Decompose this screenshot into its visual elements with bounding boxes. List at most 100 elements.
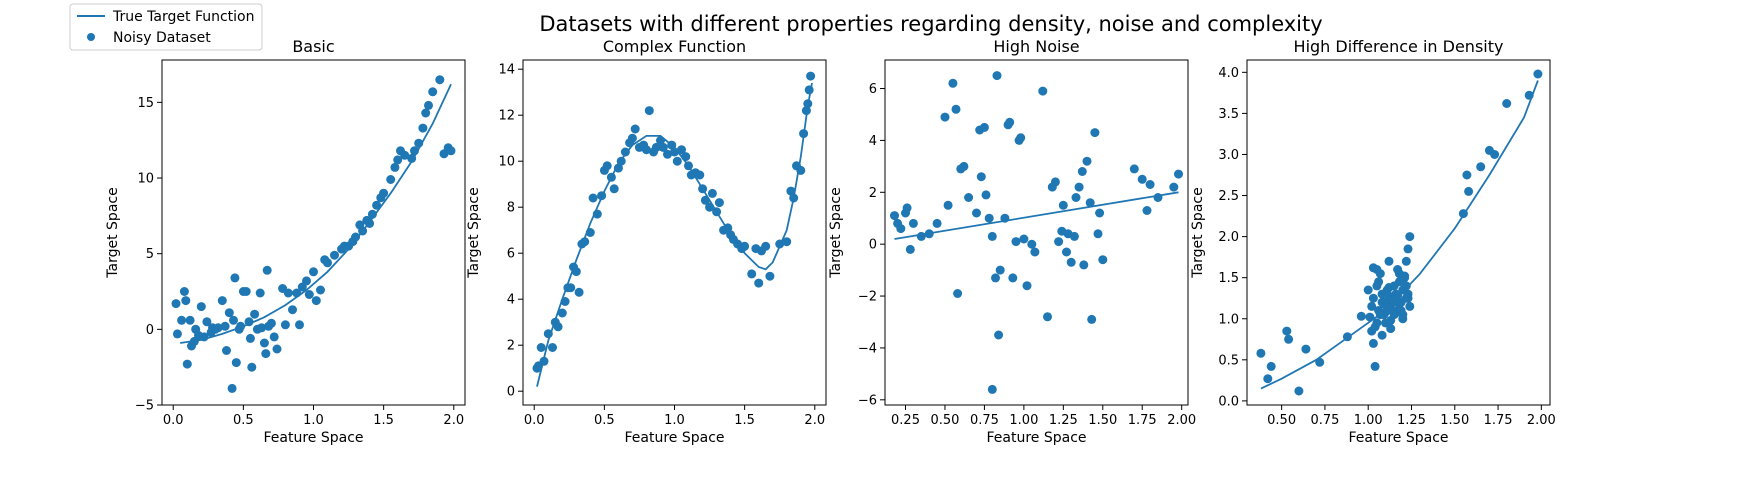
data-point (684, 161, 693, 171)
y-tick-label: 0 (146, 323, 154, 338)
data-point (236, 321, 246, 331)
x-tick-label: 1.25 (1397, 413, 1426, 428)
data-point (266, 318, 276, 328)
plot-frame (1246, 59, 1551, 406)
data-point (1401, 281, 1411, 291)
data-point (698, 184, 708, 194)
data-point (707, 188, 717, 198)
data-point (1400, 271, 1410, 281)
data-point (651, 142, 661, 152)
data-point (255, 288, 265, 298)
data-point (177, 315, 187, 325)
data-point (367, 209, 377, 219)
x-tick-label: 0.50 (930, 413, 959, 428)
y-tick-label: 2 (507, 339, 515, 354)
data-point (1490, 150, 1500, 159)
y-tick-label: −4 (858, 341, 877, 356)
data-point (1301, 344, 1311, 354)
data-point (609, 184, 619, 194)
data-point (1093, 229, 1103, 239)
data-point (1066, 257, 1076, 267)
data-point (224, 308, 234, 318)
data-point (991, 273, 1000, 283)
data-point (269, 332, 279, 342)
data-point (272, 344, 282, 354)
data-point (972, 208, 981, 218)
data-point (1263, 374, 1273, 384)
data-point (786, 186, 796, 196)
data-point (1384, 256, 1394, 266)
data-point (410, 146, 419, 156)
data-point (1087, 314, 1097, 324)
data-point (1074, 182, 1084, 192)
plot-frame (884, 59, 1189, 406)
data-point (1315, 357, 1325, 367)
data-point (1462, 170, 1472, 180)
data-point (585, 228, 595, 237)
data-point (304, 290, 314, 299)
data-point (723, 223, 733, 233)
data-point (951, 104, 961, 114)
data-point (964, 193, 974, 202)
y-tick-label: 4 (507, 293, 515, 308)
y-tick-label: −5 (135, 399, 154, 414)
data-point (421, 108, 431, 118)
data-point (566, 283, 576, 293)
x-tick-label: 1.5 (373, 413, 394, 428)
y-tick-label: −2 (858, 290, 877, 305)
data-point (330, 250, 339, 260)
data-point (789, 193, 799, 203)
x-tick-label: 0.0 (524, 413, 545, 428)
y-axis-label: Target Space (828, 187, 844, 278)
data-point (1137, 174, 1147, 184)
data-point (1403, 244, 1413, 254)
data-point (1372, 265, 1382, 274)
true-target-function-line (1260, 80, 1539, 390)
x-tick-label: 1.75 (1484, 413, 1513, 428)
data-point (172, 329, 182, 339)
x-tick-label: 0.75 (970, 413, 999, 428)
data-point (681, 152, 691, 162)
data-point (1363, 285, 1373, 295)
data-point (536, 343, 546, 352)
data-point (400, 150, 410, 160)
data-point (182, 359, 192, 369)
y-tick-label: 3.5 (1218, 107, 1239, 122)
data-point (222, 346, 231, 355)
data-point (1058, 200, 1068, 210)
data-point (1374, 277, 1384, 287)
data-point (1375, 310, 1385, 320)
data-point (1367, 301, 1377, 311)
y-axis-label: Target Space (466, 187, 482, 278)
data-point (1005, 117, 1015, 127)
data-point (199, 332, 209, 342)
data-point (916, 231, 926, 241)
y-axis-label: Target Space (105, 187, 121, 278)
data-point (987, 384, 997, 394)
data-point (995, 265, 1005, 275)
data-point (1022, 281, 1032, 291)
data-point (705, 202, 715, 212)
data-point (979, 122, 989, 132)
data-point (280, 320, 290, 330)
data-point (1368, 293, 1378, 303)
data-point (670, 147, 679, 157)
x-axis-label: Feature Space (986, 430, 1086, 446)
x-tick-label: 1.00 (1354, 413, 1383, 428)
data-point (424, 100, 433, 110)
data-point (1379, 299, 1389, 309)
data-point (1079, 260, 1089, 270)
data-point (803, 99, 813, 109)
subplot-3: High Noise 0.25 0.50 0.75 1.00 1.25 1.50 1.75 2.… (828, 37, 1196, 446)
data-point (1370, 322, 1380, 332)
data-point (656, 136, 665, 145)
true-target-function-line (180, 83, 452, 344)
data-point (613, 163, 623, 173)
data-point (1153, 193, 1163, 202)
data-point (1030, 247, 1040, 257)
data-point (1386, 324, 1396, 334)
y-tick-label: 5 (146, 247, 154, 262)
data-point (295, 320, 304, 330)
data-point (663, 149, 672, 159)
x-tick-label: 1.00 (1009, 413, 1038, 428)
